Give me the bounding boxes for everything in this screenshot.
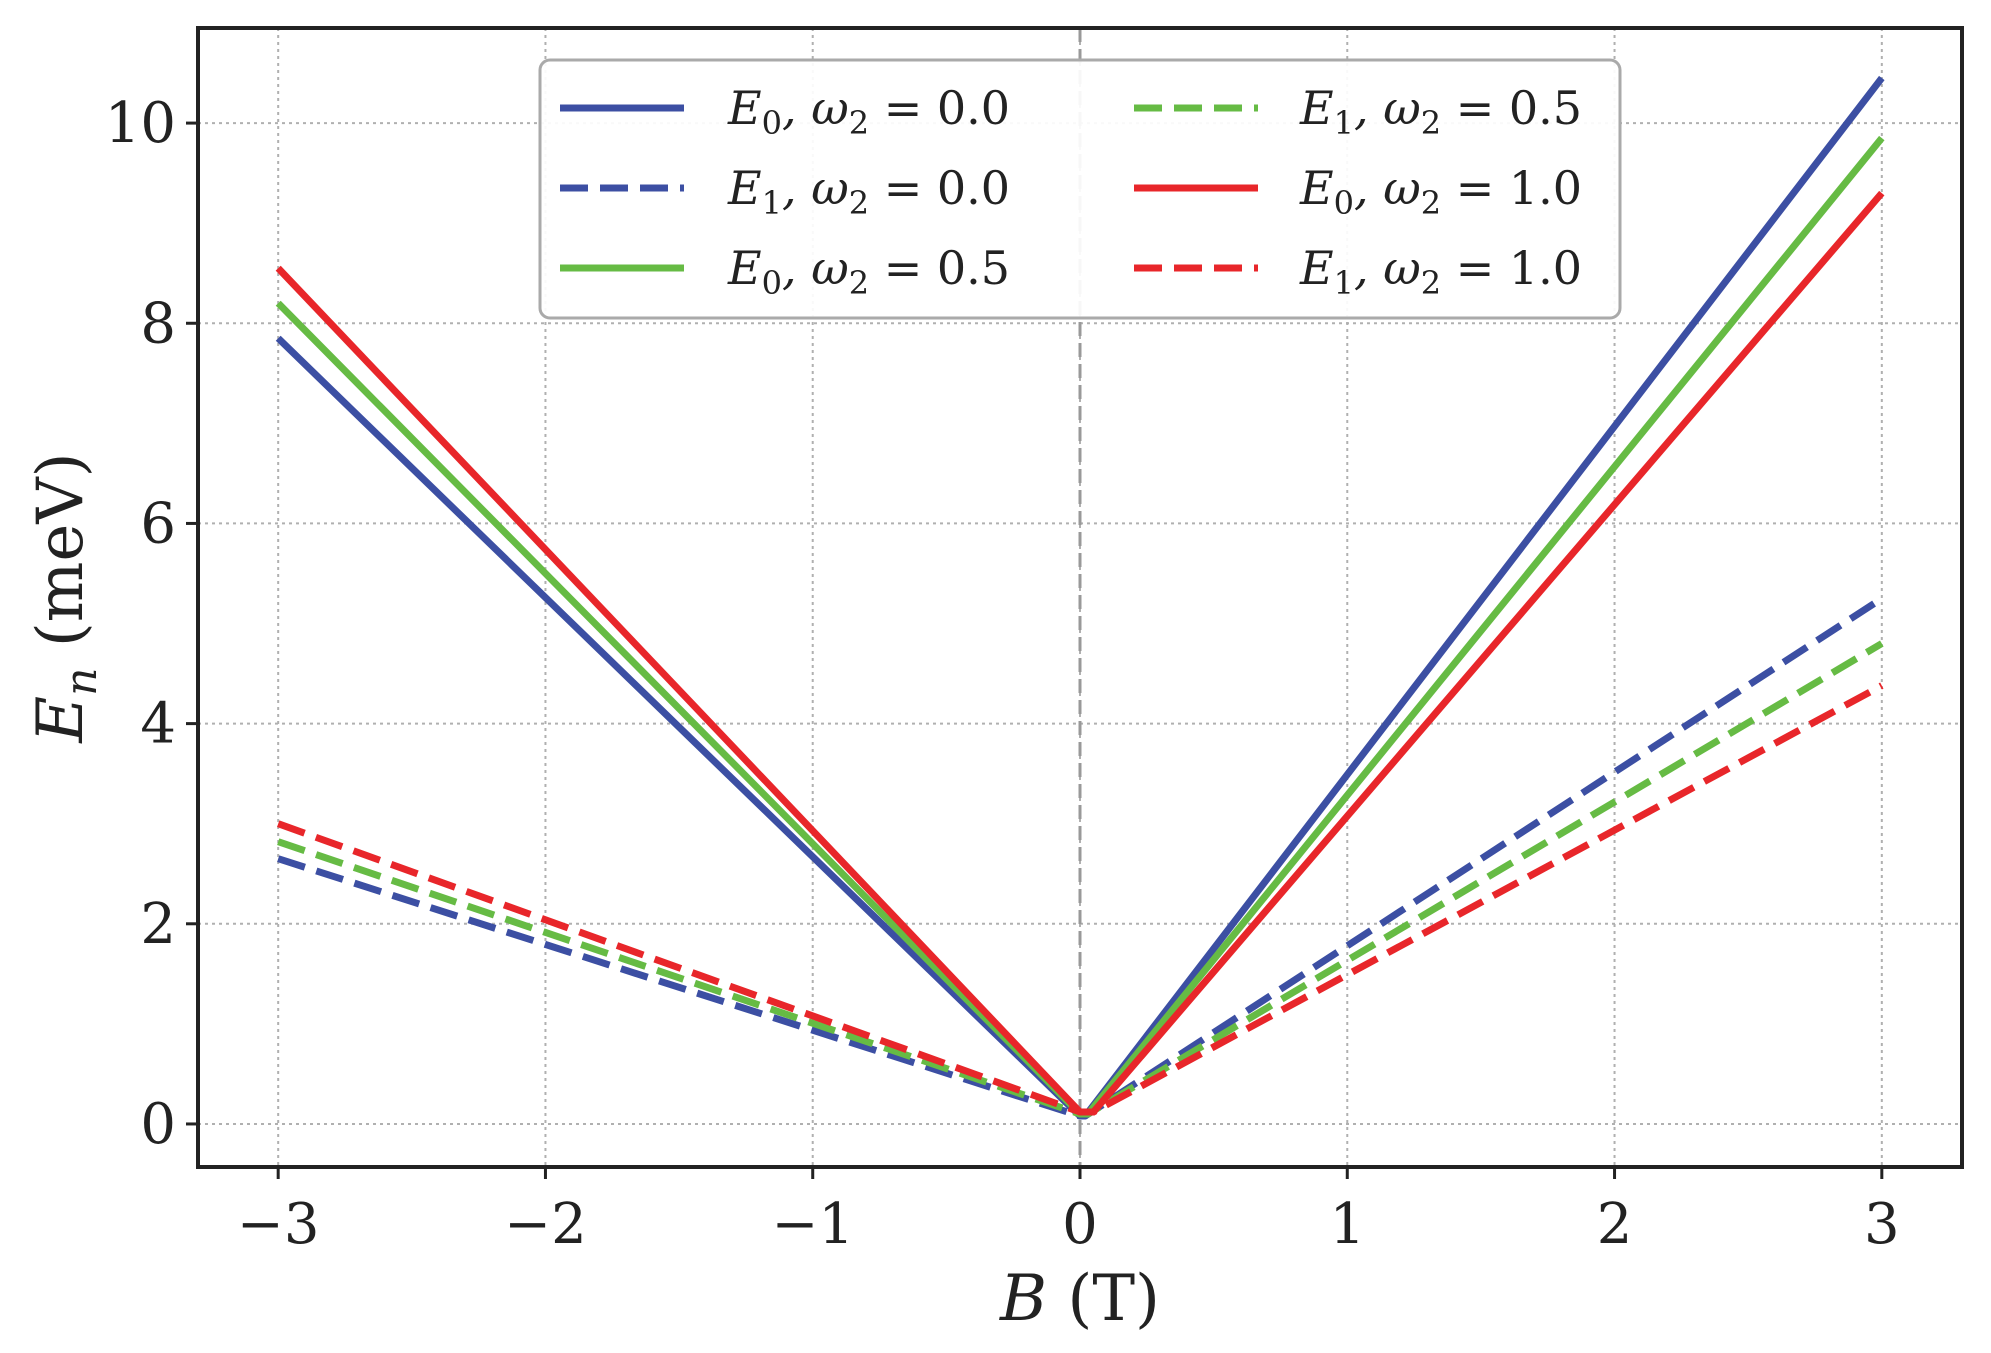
x-tick-label: 2: [1597, 1192, 1633, 1257]
ticks: −3 −2 −1 0 1 2 3 0 2 4 6 8 10: [105, 91, 1900, 1257]
legend-label-4: E0, ω2 = 1.0: [1299, 161, 1582, 222]
x-tick-label: −3: [237, 1192, 320, 1257]
legend-label-0: E0, ω2 = 0.0: [727, 81, 1010, 142]
legend-label-2: E0, ω2 = 0.5: [727, 241, 1010, 302]
legend-box: [538, 58, 1622, 320]
y-tick-label: 2: [140, 892, 176, 957]
x-tick-label: 1: [1329, 1192, 1365, 1257]
x-tick-label: −2: [504, 1192, 587, 1257]
y-tick-label: 6: [140, 491, 176, 556]
x-tick-label: 0: [1062, 1192, 1098, 1257]
x-axis-title: B (T): [999, 1262, 1160, 1336]
y-tick-label: 0: [140, 1092, 176, 1157]
series-line-5: [277, 682, 1884, 1116]
y-axis-title: En (meV): [24, 452, 107, 743]
x-tick-label: 3: [1864, 1192, 1900, 1257]
axis-titles: B (T) En (meV): [24, 452, 1160, 1336]
series-layer: [275, 75, 1885, 1120]
legend: E0, ω2 = 0.0 E1, ω2 = 0.0 E0, ω2 = 0.5 E1, …: [538, 58, 1622, 320]
legend-label-3: E1, ω2 = 0.5: [1299, 81, 1582, 142]
y-tick-label: 10: [105, 91, 176, 156]
y-tick-label: 8: [140, 291, 176, 356]
x-tick-label: −1: [771, 1192, 854, 1257]
y-tick-label: 4: [140, 692, 176, 757]
legend-label-1: E1, ω2 = 0.0: [727, 161, 1010, 222]
legend-label-5: E1, ω2 = 1.0: [1299, 241, 1582, 302]
